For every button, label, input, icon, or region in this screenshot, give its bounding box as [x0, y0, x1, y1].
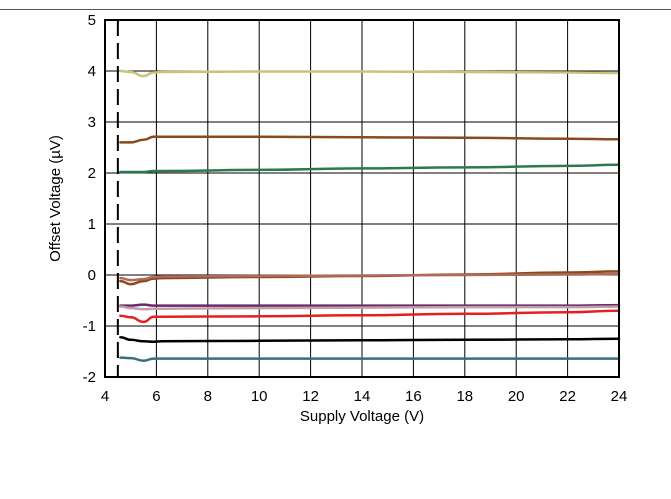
x-tick-label: 22 — [559, 388, 576, 405]
y-tick-label: 2 — [88, 165, 96, 182]
y-tick-label: 1 — [88, 216, 96, 233]
x-tick-label: 8 — [204, 388, 212, 405]
x-axis-label: Supply Voltage (V) — [300, 408, 424, 425]
x-tick-label: 4 — [101, 388, 109, 405]
series-line-10 — [119, 356, 621, 362]
y-tick-label: 3 — [88, 114, 96, 131]
series-line-7 — [119, 305, 621, 311]
y-axis-label: Offset Voltage (µV) — [47, 135, 64, 262]
x-tick-label: 14 — [354, 388, 371, 405]
series-line-6 — [119, 303, 621, 307]
y-tick-labels: -2 -1 0 1 2 3 4 5 — [83, 12, 96, 386]
series-line-9 — [119, 335, 621, 344]
x-tick-label: 6 — [152, 388, 160, 405]
series-line-1 — [119, 69, 621, 78]
x-tick-label: 24 — [611, 388, 628, 405]
y-tick-label: -2 — [83, 369, 96, 386]
series-line-4 — [119, 270, 621, 286]
series-line-2 — [119, 135, 621, 144]
y-tick-label: -1 — [83, 318, 96, 335]
series-line-8 — [119, 309, 621, 324]
x-tick-labels: 4 6 8 10 12 14 16 18 20 22 24 — [101, 388, 628, 405]
series-group — [119, 69, 621, 362]
series-line-3 — [119, 163, 621, 174]
series-line-5 — [119, 272, 621, 282]
y-tick-label: 5 — [88, 12, 96, 29]
top-rule — [0, 9, 671, 10]
plot-frame — [104, 19, 620, 378]
x-tick-label: 18 — [456, 388, 473, 405]
x-tick-label: 16 — [405, 388, 422, 405]
y-tick-label: 4 — [88, 63, 96, 80]
x-tick-label: 10 — [251, 388, 268, 405]
x-tick-label: 12 — [302, 388, 319, 405]
x-tick-label: 20 — [508, 388, 525, 405]
y-tick-label: 0 — [88, 267, 96, 284]
